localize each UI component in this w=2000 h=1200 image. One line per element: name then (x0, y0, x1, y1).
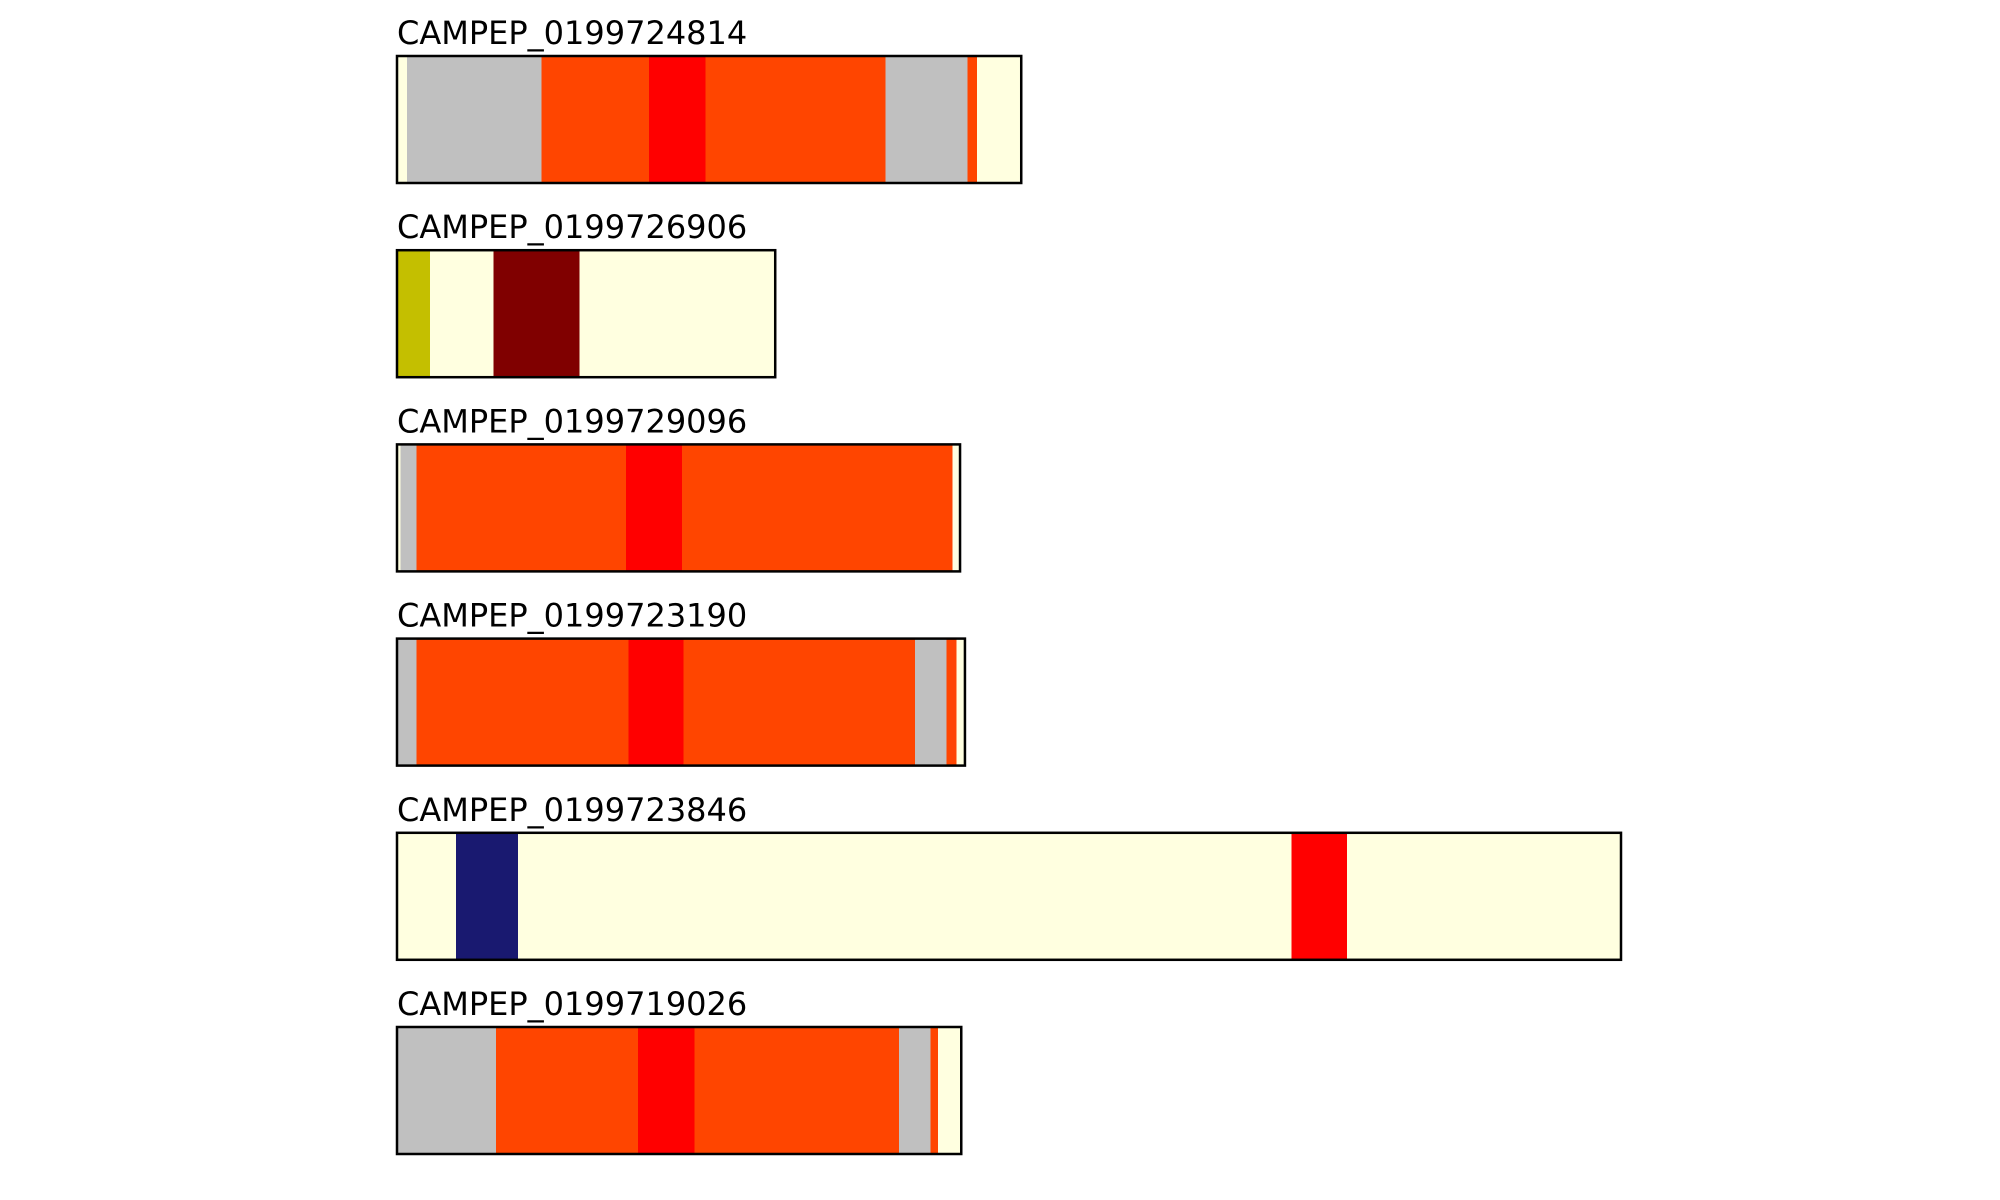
track-border (395, 637, 967, 767)
track-label: CAMPEP_0199723846 (397, 791, 747, 829)
segment-orangered (683, 638, 915, 766)
segment-orangered (541, 56, 650, 183)
track-border (395, 248, 777, 379)
track-label: CAMPEP_0199729096 (397, 402, 747, 440)
track-border (395, 831, 1623, 962)
segment-navy (455, 832, 519, 960)
segment-lightyellow (430, 250, 494, 378)
segment-olive (397, 250, 431, 378)
segment-lightyellow (518, 832, 1292, 960)
segment-red (649, 56, 706, 183)
segment-orangered (705, 56, 886, 183)
track-border (395, 54, 1023, 185)
segment-grey (397, 1027, 497, 1154)
segment-orangered (416, 638, 629, 766)
segment-lightyellow (956, 638, 965, 766)
track-3: CAMPEP_0199729096 (395, 402, 962, 573)
segment-lightyellow (397, 56, 407, 183)
segment-grey (400, 444, 417, 572)
segment-grey (914, 638, 947, 766)
track-border (395, 443, 962, 573)
segment-orangered (930, 1027, 938, 1154)
segment-red (1291, 832, 1347, 960)
track-label: CAMPEP_0199719026 (397, 985, 747, 1023)
segment-grey (406, 56, 542, 183)
segment-lightyellow (579, 250, 776, 378)
segment-grey (898, 1027, 931, 1154)
track-label: CAMPEP_0199724814 (397, 14, 747, 52)
segment-orangered (694, 1027, 899, 1154)
track-5: CAMPEP_0199723846 (395, 791, 1623, 962)
segment-orangered (416, 444, 626, 572)
segment-lightyellow (397, 444, 401, 572)
track-label: CAMPEP_0199726906 (397, 208, 747, 246)
segment-red (638, 1027, 695, 1154)
segment-orangered (682, 444, 953, 572)
track-label: CAMPEP_0199723190 (397, 597, 747, 635)
segment-lightyellow (977, 56, 1022, 183)
track-4: CAMPEP_0199723190 (395, 597, 967, 767)
segment-lightyellow (938, 1027, 962, 1154)
segment-orangered (967, 56, 978, 183)
track-2: CAMPEP_0199726906 (395, 208, 777, 379)
segment-lightyellow (952, 444, 961, 572)
segment-orangered (496, 1027, 639, 1154)
segment-red (625, 444, 683, 572)
segment-lightyellow (1346, 832, 1621, 960)
segment-maroon (493, 250, 580, 378)
track-border (395, 1025, 963, 1156)
segment-grey (397, 638, 417, 766)
track-1: CAMPEP_0199724814 (395, 14, 1023, 185)
segment-lightyellow (397, 832, 456, 960)
segment-red (628, 638, 684, 766)
segment-grey (885, 56, 968, 183)
track-6: CAMPEP_0199719026 (395, 985, 963, 1156)
segment-orangered (946, 638, 957, 766)
